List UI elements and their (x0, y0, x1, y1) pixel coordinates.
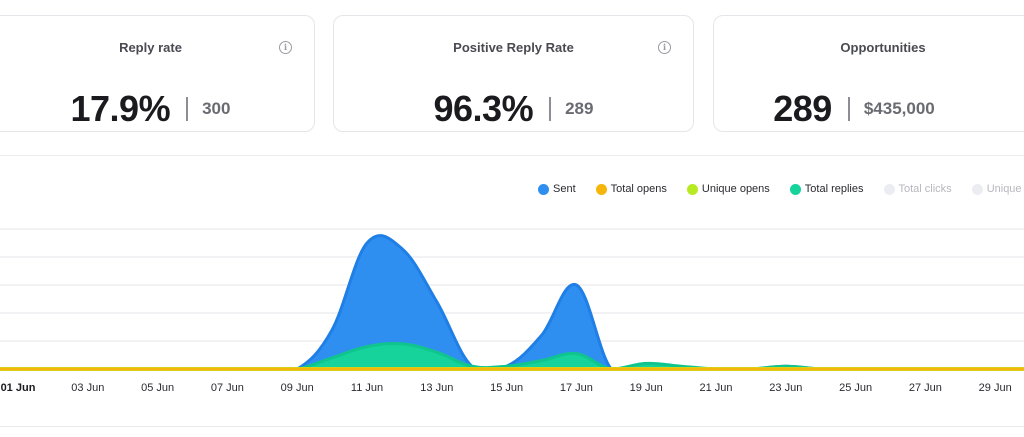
legend-item-total-opens[interactable]: Total opens (595, 183, 667, 195)
info-icon[interactable]: i (279, 41, 292, 54)
legend-dot-icon (538, 183, 549, 195)
x-tick-label: 29 Jun (979, 382, 1012, 394)
legend-dot-icon (789, 183, 801, 195)
x-tick-label: 23 Jun (769, 382, 802, 394)
opportunities-metric: 289 $435,000 (714, 88, 994, 130)
panel-divider (0, 155, 1024, 156)
positive-reply-rate-value: 96.3% (433, 88, 534, 129)
x-tick-label: 11 Jun (351, 382, 383, 394)
positive-reply-rate-title: Positive Reply Rate (453, 40, 574, 55)
legend-dot-icon (595, 183, 607, 195)
legend-dot-icon (971, 183, 983, 195)
x-tick-label: 05 Jun (141, 382, 174, 394)
x-tick-label: 17 Jun (560, 382, 593, 394)
metric-divider (186, 97, 189, 121)
x-tick-label: 13 Jun (420, 382, 453, 394)
legend-item-total-replies[interactable]: Total replies (789, 183, 864, 195)
opportunities-amount: $435,000 (863, 99, 935, 118)
legend-item-sent[interactable]: Sent (538, 183, 576, 195)
chart-legend: Sent Total opens Unique opens Total repl… (538, 183, 1024, 195)
legend-dot-icon (686, 183, 698, 195)
positive-reply-rate-metric: 96.3% 289 (334, 88, 693, 130)
reply-rate-value: 17.9% (70, 88, 171, 129)
legend-item-unique-clicks[interactable]: Unique cli (971, 183, 1024, 195)
reply-rate-card: Reply rate i 17.9% 300 (0, 15, 315, 132)
legend-item-unique-opens[interactable]: Unique opens (686, 183, 770, 195)
metric-divider (847, 97, 850, 121)
x-tick-label: 01 Jun (1, 382, 36, 394)
legend-dot-icon (883, 183, 895, 195)
legend-label: Total opens (610, 183, 667, 195)
legend-item-total-clicks[interactable]: Total clicks (883, 183, 952, 195)
info-icon[interactable]: i (658, 41, 671, 54)
x-tick-label: 21 Jun (699, 382, 732, 394)
sent-series-line (18, 234, 1024, 371)
legend-label: Total replies (804, 183, 864, 195)
reply-count: 300 (202, 99, 231, 118)
reply-rate-title: Reply rate (119, 40, 182, 55)
x-tick-label: 09 Jun (281, 382, 314, 394)
positive-reply-count: 289 (565, 99, 594, 118)
x-tick-label: 07 Jun (211, 382, 244, 394)
legend-label: Unique opens (701, 183, 770, 195)
opportunities-value: 289 (773, 88, 832, 129)
metric-divider (549, 97, 552, 121)
reply-rate-metric: 17.9% 300 (0, 88, 314, 130)
opportunities-card: Opportunities 289 $435,000 (713, 15, 1024, 132)
legend-label: Sent (553, 183, 576, 195)
x-tick-label: 19 Jun (630, 382, 663, 394)
legend-label: Unique cli (986, 183, 1024, 195)
legend-label: Total clicks (898, 183, 952, 195)
panel-bottom-divider (0, 426, 1024, 427)
positive-reply-rate-card: Positive Reply Rate i 96.3% 289 (333, 15, 694, 132)
x-tick-label: 27 Jun (909, 382, 942, 394)
x-tick-label: 03 Jun (71, 382, 104, 394)
x-tick-label: 15 Jun (490, 382, 523, 394)
sent-series-area (18, 235, 1024, 369)
x-tick-label: 25 Jun (839, 382, 872, 394)
opportunities-title: Opportunities (840, 40, 926, 55)
